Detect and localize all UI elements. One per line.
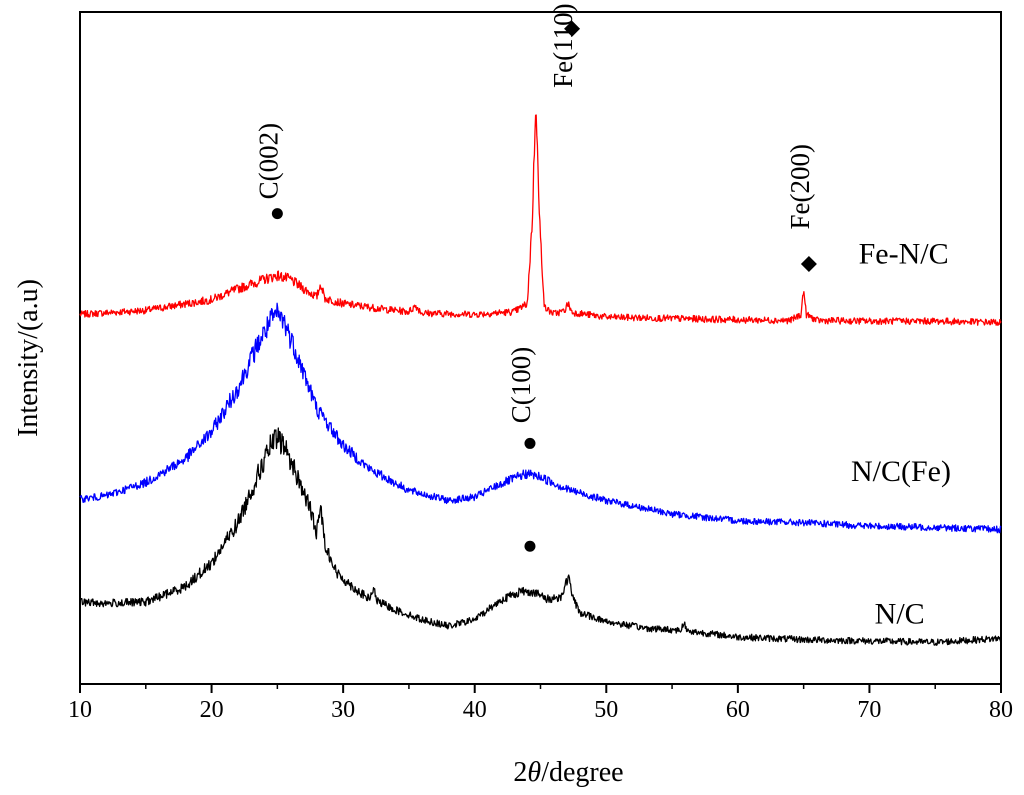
peak-marker-diamond: [800, 256, 817, 272]
peak-marker-circle: [524, 540, 536, 552]
peak-label: Fe(200): [785, 144, 815, 229]
peak-marker-circle: [271, 208, 283, 220]
x-axis-ticks: 10 20 30 40 50 60 70 80: [68, 684, 1013, 723]
series-line-n-c: [79, 427, 1002, 646]
x-tick-label: 70: [857, 697, 881, 723]
x-tick-label: 10: [68, 697, 92, 723]
x-tick-label: 50: [594, 697, 618, 723]
x-axis-title-prefix: 2: [513, 757, 527, 788]
y-axis-title: Intensity/(a.u): [13, 279, 44, 437]
peak-label: C(002): [253, 123, 283, 200]
plot-frame: [79, 11, 1002, 685]
peak-label: C(100): [506, 347, 536, 424]
x-tick-label: 80: [989, 697, 1013, 723]
series-label: Fe-N/C: [859, 237, 949, 270]
peak-label: Fe(110): [548, 3, 578, 87]
x-tick-label: 60: [726, 697, 750, 723]
x-tick-label: 30: [331, 697, 355, 723]
series-line-fe-n-c: [79, 114, 1002, 327]
series-labels: Fe-N/C N/C(Fe) N/C: [851, 237, 951, 630]
x-tick-label: 40: [463, 697, 487, 723]
series-label: N/C(Fe): [851, 455, 951, 488]
x-axis-title-suffix: /degree: [541, 757, 623, 788]
peak-annotations: C(002) Fe(110) Fe(200) C(100): [253, 3, 817, 552]
x-axis-title: 2θ/degree: [513, 757, 623, 788]
peak-marker-diamond: [564, 20, 581, 37]
series-label: N/C: [875, 598, 925, 631]
peak-marker-circle: [524, 437, 536, 449]
series-line-n-c-fe: [79, 302, 1002, 534]
series-group: [79, 114, 1002, 646]
x-axis-title-symbol: θ: [527, 757, 541, 788]
x-tick-label: 20: [200, 697, 224, 723]
